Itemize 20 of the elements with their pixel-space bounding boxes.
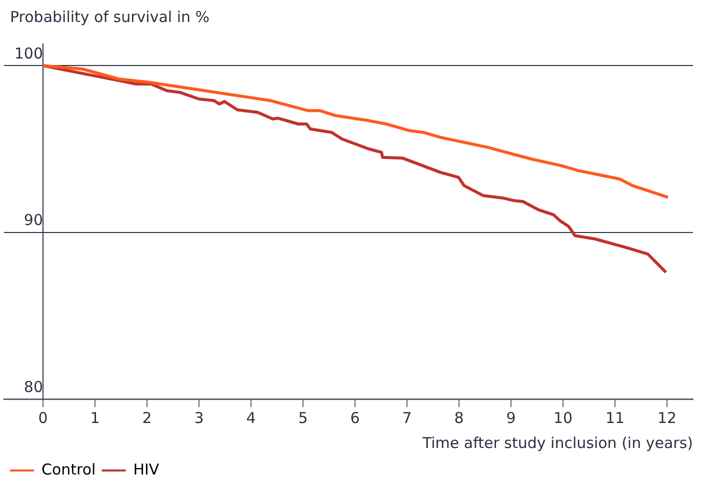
x-tick-label: 6	[350, 408, 360, 427]
x-tick-label: 10	[553, 408, 573, 427]
y-tick-label: 100	[14, 44, 43, 63]
y-tick-label: 80	[24, 378, 43, 396]
x-tick-label: 12	[657, 408, 677, 427]
legend-label: HIV	[133, 460, 160, 478]
x-axis-title: Time after study inclusion (in years)	[421, 434, 693, 452]
x-tick-label: 8	[454, 408, 464, 427]
y-axis-title: Probability of survival in %	[10, 8, 210, 26]
x-tick-label: 0	[38, 408, 48, 427]
x-tick-label: 7	[402, 408, 412, 427]
x-tick-label: 1	[90, 408, 100, 427]
x-tick-label: 5	[298, 408, 308, 427]
x-tick-label: 4	[246, 408, 256, 427]
y-tick-label: 90	[24, 211, 43, 230]
x-tick-label: 11	[605, 408, 625, 427]
x-tick-label: 2	[142, 408, 152, 427]
legend-label: Control	[42, 460, 96, 478]
x-tick-label: 3	[194, 408, 204, 427]
x-tick-label: 9	[506, 408, 516, 427]
